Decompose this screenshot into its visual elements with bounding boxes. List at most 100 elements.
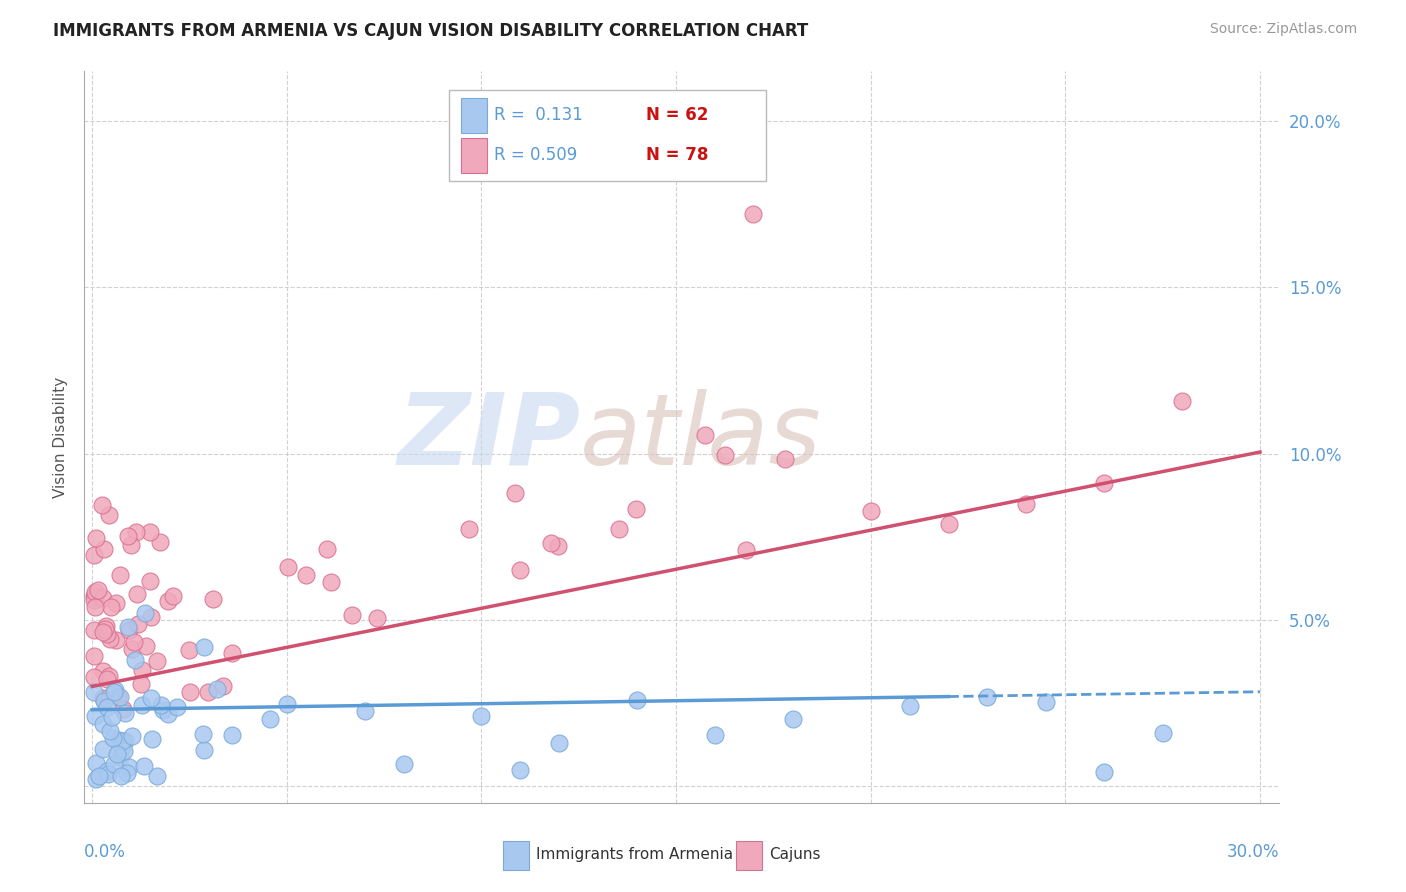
- Point: [93, 717, 115, 731]
- Point: [83, 648, 105, 663]
- Point: [91, 742, 114, 756]
- Y-axis label: Vision Disability: Vision Disability: [53, 376, 69, 498]
- Point: [97, 767, 120, 781]
- Point: [110, 768, 132, 782]
- Point: [773, 451, 796, 466]
- Point: [547, 540, 569, 554]
- Point: [221, 646, 243, 660]
- Point: [114, 733, 136, 747]
- Point: [179, 685, 201, 699]
- Point: [84, 772, 107, 787]
- FancyBboxPatch shape: [503, 841, 529, 870]
- Text: 30.0%: 30.0%: [1227, 843, 1279, 861]
- Point: [146, 769, 169, 783]
- Point: [132, 759, 155, 773]
- Point: [156, 594, 179, 608]
- Point: [1035, 695, 1057, 709]
- Point: [157, 707, 180, 722]
- Point: [96, 700, 118, 714]
- Point: [139, 524, 162, 539]
- Point: [135, 639, 157, 653]
- Point: [139, 610, 162, 624]
- Point: [98, 632, 121, 647]
- Point: [96, 626, 118, 640]
- Point: [110, 740, 132, 755]
- Point: [83, 590, 105, 604]
- Point: [782, 712, 804, 726]
- Point: [1092, 476, 1115, 491]
- Text: Immigrants from Armenia: Immigrants from Armenia: [536, 847, 734, 862]
- Point: [166, 699, 188, 714]
- Point: [540, 536, 562, 550]
- Point: [103, 756, 125, 771]
- Point: [87, 769, 110, 783]
- Point: [741, 207, 763, 221]
- Point: [90, 498, 112, 512]
- Point: [103, 685, 125, 699]
- Point: [607, 522, 630, 536]
- Point: [84, 531, 107, 545]
- Point: [152, 703, 174, 717]
- Point: [392, 756, 415, 771]
- Point: [1171, 393, 1194, 408]
- Point: [509, 763, 531, 777]
- FancyBboxPatch shape: [735, 841, 762, 870]
- Text: R =  0.131: R = 0.131: [495, 106, 583, 124]
- Point: [83, 593, 105, 607]
- Point: [124, 653, 146, 667]
- Point: [87, 583, 110, 598]
- Point: [734, 543, 756, 558]
- Point: [134, 607, 156, 621]
- Point: [115, 765, 138, 780]
- Point: [91, 625, 114, 640]
- Point: [121, 730, 143, 744]
- Point: [112, 702, 135, 716]
- Point: [127, 616, 149, 631]
- Point: [127, 587, 149, 601]
- Text: IMMIGRANTS FROM ARMENIA VS CAJUN VISION DISABILITY CORRELATION CHART: IMMIGRANTS FROM ARMENIA VS CAJUN VISION …: [53, 22, 808, 40]
- Point: [117, 619, 139, 633]
- Text: ZIP: ZIP: [398, 389, 581, 485]
- Point: [91, 591, 114, 606]
- Point: [205, 681, 228, 696]
- Point: [340, 607, 363, 622]
- Point: [149, 698, 172, 712]
- Point: [131, 698, 153, 712]
- Point: [509, 563, 531, 577]
- Point: [94, 622, 117, 636]
- Point: [122, 635, 145, 649]
- Point: [84, 585, 107, 599]
- Point: [93, 694, 115, 708]
- Point: [197, 685, 219, 699]
- Point: [353, 704, 375, 718]
- Point: [83, 589, 105, 603]
- Point: [112, 744, 135, 758]
- Point: [131, 663, 153, 677]
- Point: [859, 504, 882, 518]
- Point: [83, 671, 105, 685]
- Point: [104, 632, 127, 647]
- Point: [319, 575, 342, 590]
- Point: [105, 596, 128, 610]
- Point: [120, 538, 142, 552]
- Point: [713, 448, 735, 462]
- Point: [366, 611, 388, 625]
- Text: Cajuns: Cajuns: [769, 847, 821, 862]
- Point: [103, 731, 125, 745]
- Point: [93, 542, 115, 557]
- Point: [100, 600, 122, 615]
- Point: [202, 591, 225, 606]
- Point: [129, 677, 152, 691]
- Text: atlas: atlas: [581, 389, 823, 485]
- Point: [141, 732, 163, 747]
- Point: [121, 642, 143, 657]
- Point: [259, 712, 281, 726]
- Point: [96, 764, 118, 778]
- Point: [146, 654, 169, 668]
- Point: [221, 728, 243, 742]
- Point: [125, 525, 148, 540]
- Text: Source: ZipAtlas.com: Source: ZipAtlas.com: [1209, 22, 1357, 37]
- Point: [117, 529, 139, 543]
- Point: [1092, 764, 1115, 779]
- Point: [91, 664, 114, 678]
